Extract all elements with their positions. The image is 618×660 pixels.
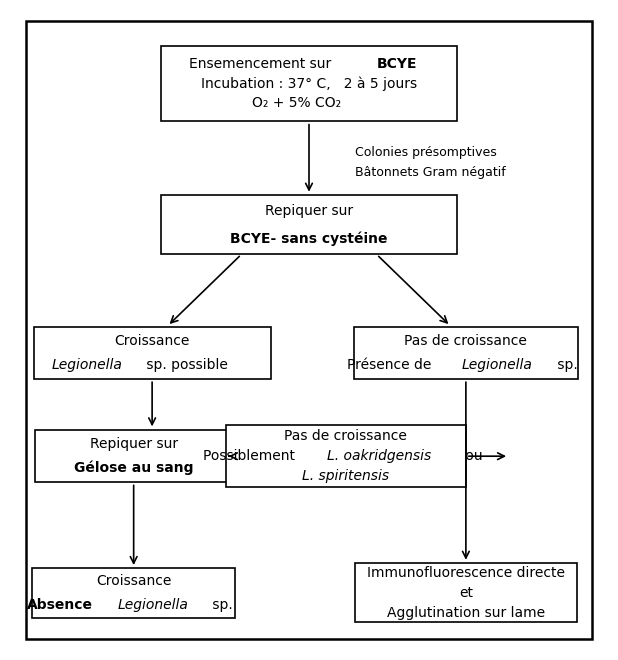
FancyBboxPatch shape — [355, 564, 577, 622]
Text: BCYE: BCYE — [377, 57, 418, 71]
Text: sp.: sp. — [552, 358, 577, 372]
Text: Présence de: Présence de — [347, 358, 436, 372]
Text: Bâtonnets Gram négatif: Bâtonnets Gram négatif — [355, 166, 506, 179]
Text: Ensemencement sur: Ensemencement sur — [189, 57, 336, 71]
Text: L. oakridgensis: L. oakridgensis — [327, 449, 431, 463]
Text: sp. possible: sp. possible — [143, 358, 229, 372]
Text: Incubation : 37° C,   2 à 5 jours: Incubation : 37° C, 2 à 5 jours — [201, 77, 417, 91]
FancyBboxPatch shape — [26, 21, 592, 639]
Text: Repiquer sur: Repiquer sur — [265, 204, 353, 218]
Text: Repiquer sur: Repiquer sur — [90, 438, 178, 451]
Text: Colonies présomptives: Colonies présomptives — [355, 146, 497, 159]
Text: ou: ou — [461, 449, 483, 463]
FancyBboxPatch shape — [32, 568, 235, 618]
Text: Gélose au sang: Gélose au sang — [74, 461, 193, 475]
Text: et: et — [459, 586, 473, 600]
Text: Legionella: Legionella — [117, 598, 188, 612]
Text: Croissance: Croissance — [96, 574, 171, 588]
FancyBboxPatch shape — [161, 46, 457, 121]
Text: Croissance: Croissance — [114, 334, 190, 348]
FancyBboxPatch shape — [161, 195, 457, 254]
Text: Absence: Absence — [27, 598, 93, 612]
Text: Possiblement: Possiblement — [203, 449, 300, 463]
Text: sp.: sp. — [208, 598, 233, 612]
Text: Pas de croissance: Pas de croissance — [284, 430, 407, 444]
Text: Legionella: Legionella — [51, 358, 122, 372]
Text: BCYE- sans cystéine: BCYE- sans cystéine — [231, 232, 387, 246]
Text: Pas de croissance: Pas de croissance — [404, 334, 527, 348]
Text: Legionella: Legionella — [462, 358, 532, 372]
Text: Agglutination sur lame: Agglutination sur lame — [387, 606, 545, 620]
Text: Immunofluorescence directe: Immunofluorescence directe — [367, 566, 565, 580]
FancyBboxPatch shape — [34, 327, 271, 379]
Text: L. spiritensis: L. spiritensis — [302, 469, 389, 483]
Text: O₂ + 5% CO₂: O₂ + 5% CO₂ — [252, 96, 341, 110]
FancyBboxPatch shape — [353, 327, 578, 379]
FancyBboxPatch shape — [35, 430, 232, 482]
FancyBboxPatch shape — [226, 425, 466, 487]
